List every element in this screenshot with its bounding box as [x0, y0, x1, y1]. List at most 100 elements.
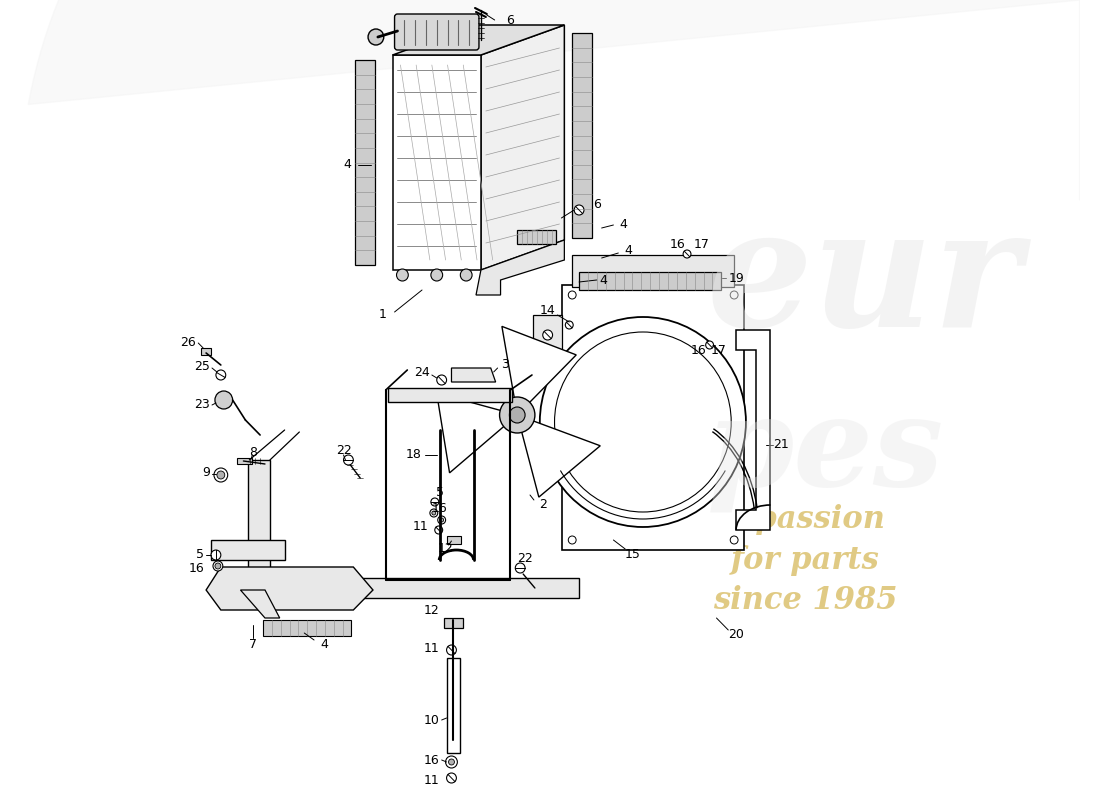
- Circle shape: [217, 471, 224, 479]
- Text: 22: 22: [336, 443, 351, 457]
- Circle shape: [434, 526, 442, 534]
- Text: a passion
for parts
since 1985: a passion for parts since 1985: [713, 504, 898, 616]
- Text: 16: 16: [691, 343, 706, 357]
- Polygon shape: [532, 315, 562, 355]
- Text: 4: 4: [624, 243, 632, 257]
- Circle shape: [706, 341, 714, 349]
- Text: 17: 17: [711, 343, 726, 357]
- Bar: [447, 536, 461, 544]
- Circle shape: [446, 756, 458, 768]
- Circle shape: [540, 317, 746, 527]
- Text: 6: 6: [506, 14, 515, 26]
- Text: 21: 21: [773, 438, 789, 451]
- Circle shape: [214, 563, 221, 569]
- Circle shape: [569, 536, 576, 544]
- Text: 19: 19: [728, 271, 744, 285]
- Polygon shape: [736, 330, 770, 530]
- Text: 11: 11: [424, 642, 440, 654]
- Circle shape: [343, 455, 353, 465]
- Text: 20: 20: [728, 629, 744, 642]
- Bar: [572, 33, 592, 238]
- Text: 16: 16: [432, 502, 448, 514]
- Circle shape: [542, 330, 552, 340]
- Circle shape: [216, 370, 225, 380]
- Bar: [579, 272, 722, 290]
- Polygon shape: [437, 393, 504, 473]
- Text: 23: 23: [195, 398, 210, 411]
- Text: 16: 16: [188, 562, 205, 574]
- Text: 6: 6: [593, 198, 601, 211]
- Text: 4: 4: [343, 158, 351, 171]
- Polygon shape: [502, 326, 576, 404]
- Text: 7: 7: [250, 638, 257, 651]
- Circle shape: [438, 516, 446, 524]
- Circle shape: [214, 391, 232, 409]
- Bar: [355, 60, 375, 265]
- Bar: [263, 620, 351, 636]
- Circle shape: [447, 773, 456, 783]
- Text: 4: 4: [619, 218, 627, 231]
- Text: 4: 4: [320, 638, 328, 651]
- Text: 22: 22: [517, 551, 534, 565]
- Circle shape: [432, 511, 436, 515]
- Text: 17: 17: [694, 238, 710, 250]
- Circle shape: [574, 205, 584, 215]
- Text: 26: 26: [180, 335, 196, 349]
- Polygon shape: [236, 458, 252, 464]
- Text: 18: 18: [406, 449, 422, 462]
- Text: 3: 3: [502, 358, 509, 371]
- Bar: [447, 658, 460, 753]
- Bar: [333, 578, 579, 598]
- Circle shape: [683, 250, 691, 258]
- Polygon shape: [241, 590, 279, 618]
- Text: 8: 8: [250, 446, 257, 459]
- Circle shape: [554, 332, 732, 512]
- Text: 1: 1: [378, 309, 387, 322]
- Polygon shape: [476, 240, 564, 295]
- Bar: [387, 388, 513, 402]
- Bar: [562, 285, 744, 550]
- Circle shape: [499, 397, 535, 433]
- Text: 24: 24: [414, 366, 430, 378]
- Bar: [249, 460, 270, 570]
- Bar: [572, 255, 734, 287]
- Polygon shape: [29, 0, 1100, 200]
- Bar: [211, 540, 285, 560]
- Polygon shape: [206, 567, 373, 610]
- Bar: [443, 618, 463, 628]
- Circle shape: [431, 269, 442, 281]
- Circle shape: [214, 468, 228, 482]
- Text: 25: 25: [195, 359, 210, 373]
- Circle shape: [430, 509, 438, 517]
- Circle shape: [565, 321, 573, 329]
- Text: 14: 14: [540, 303, 556, 317]
- Circle shape: [431, 498, 439, 506]
- Circle shape: [447, 645, 456, 655]
- Text: 11: 11: [414, 519, 429, 533]
- Circle shape: [730, 536, 738, 544]
- Text: 12: 12: [438, 542, 453, 555]
- Polygon shape: [481, 25, 564, 270]
- Polygon shape: [521, 421, 601, 497]
- Circle shape: [460, 269, 472, 281]
- Text: 15: 15: [625, 549, 641, 562]
- Text: 5: 5: [196, 549, 205, 562]
- Circle shape: [449, 759, 454, 765]
- Text: 4: 4: [600, 274, 607, 286]
- Circle shape: [440, 518, 443, 522]
- Polygon shape: [393, 25, 564, 55]
- Bar: [517, 230, 557, 244]
- Circle shape: [396, 269, 408, 281]
- Circle shape: [569, 291, 576, 299]
- Text: 16: 16: [424, 754, 440, 766]
- Text: 12: 12: [424, 603, 440, 617]
- FancyBboxPatch shape: [395, 14, 478, 50]
- Circle shape: [509, 407, 525, 423]
- Text: 11: 11: [424, 774, 440, 786]
- Text: 16: 16: [669, 238, 685, 250]
- Circle shape: [368, 29, 384, 45]
- Circle shape: [730, 291, 738, 299]
- Circle shape: [211, 550, 221, 560]
- Text: eur: eur: [706, 200, 1022, 362]
- Text: 5: 5: [436, 486, 443, 499]
